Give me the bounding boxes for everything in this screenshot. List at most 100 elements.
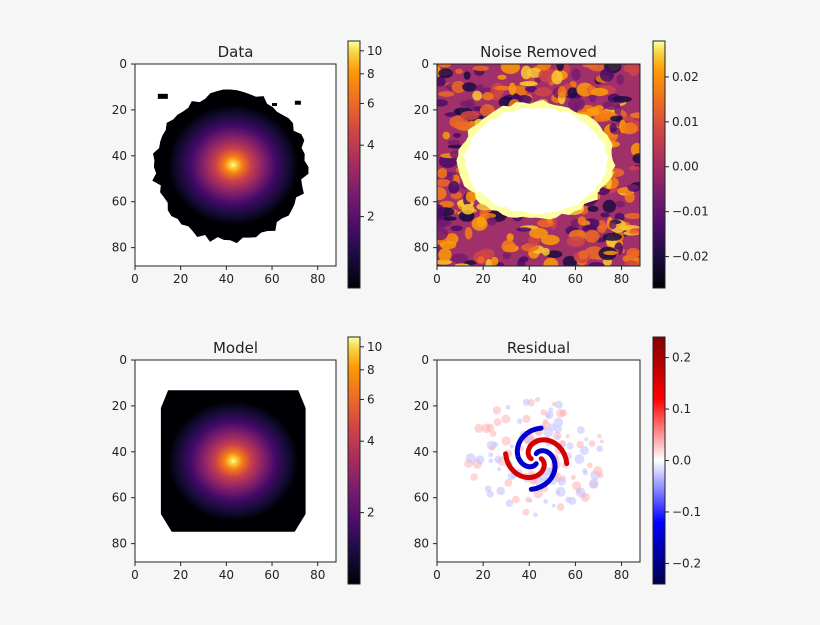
noise-speckle <box>471 217 488 231</box>
plot-frame <box>134 63 337 267</box>
panel-data: Data 0 20 40 60 80 0 20 40 60 80 2 4 6 8 10 <box>112 40 382 289</box>
noise-speckle <box>599 68 614 82</box>
x-tick-label: 40 <box>522 272 537 286</box>
residual-speckle <box>496 486 506 496</box>
x-tick-label: 0 <box>131 568 139 582</box>
noise-speckle <box>479 248 495 259</box>
y-tick-label: 0 <box>421 57 429 71</box>
noise-speckle <box>497 74 507 80</box>
noise-speckle <box>482 92 494 101</box>
residual-speckle <box>488 458 494 464</box>
residual-speckle <box>474 423 484 433</box>
residual-speckle <box>493 418 502 427</box>
noise-speckle <box>477 256 485 264</box>
noise-speckle <box>501 240 516 253</box>
noise-speckle <box>551 70 563 85</box>
noise-speckle <box>609 123 617 133</box>
noise-speckle <box>472 65 490 72</box>
residual-speckle <box>516 418 523 425</box>
noise-speckle <box>444 112 458 117</box>
noise-speckle <box>437 179 451 187</box>
noise-speckle <box>623 64 637 73</box>
x-tick-label: 60 <box>264 568 279 582</box>
noise-speckle <box>622 116 635 122</box>
residual-speckle <box>533 488 543 499</box>
colorbar <box>652 40 666 289</box>
noise-speckle <box>520 65 532 80</box>
noise-speckle <box>616 74 624 85</box>
colorbar-tick-label: 6 <box>367 392 375 406</box>
noise-speckle <box>437 259 452 265</box>
plot-frame <box>436 63 641 267</box>
noise-speckle <box>437 226 448 241</box>
noise-speckle <box>465 191 477 203</box>
noise-speckle <box>602 100 621 110</box>
y-tick-label: 40 <box>414 445 429 459</box>
residual-speckle <box>534 396 541 403</box>
heatmap-image <box>464 396 604 518</box>
noise-speckle <box>439 200 455 208</box>
noise-speckle <box>506 233 514 242</box>
y-tick-label: 40 <box>414 149 429 163</box>
x-tick-label: 60 <box>568 272 583 286</box>
residual-speckle <box>543 427 554 438</box>
residual-speckle <box>512 495 520 504</box>
residual-speckle <box>593 466 603 476</box>
y-tick-label: 20 <box>112 399 127 413</box>
noise-speckle <box>442 131 451 140</box>
noise-speckle <box>486 217 497 226</box>
residual-speckle <box>540 409 547 416</box>
x-tick-label: 60 <box>264 272 279 286</box>
residual-speckle <box>535 430 541 436</box>
residual-speckle <box>541 421 551 430</box>
x-tick-label: 20 <box>475 272 490 286</box>
noise-speckle <box>578 250 589 260</box>
residual-speckle <box>556 503 565 511</box>
y-tick-label: 60 <box>112 491 127 505</box>
residual-speckle <box>572 481 582 491</box>
noise-speckle <box>540 234 560 246</box>
noise-speckle <box>628 229 639 235</box>
noise-speckle <box>620 122 638 135</box>
noise-speckle <box>567 87 578 99</box>
residual-speckle <box>497 467 502 472</box>
residual-speckle <box>522 398 530 406</box>
residual-speckle <box>583 470 588 476</box>
residual-speckle <box>504 478 513 487</box>
noise-speckle <box>438 91 455 97</box>
residual-speckle <box>509 444 514 449</box>
residual-speckle <box>488 452 494 458</box>
colorbar <box>652 336 666 585</box>
noise-speckle <box>543 257 559 266</box>
noise-speckle <box>437 99 448 107</box>
noise-speckle <box>508 82 516 96</box>
noise-speckle <box>566 236 585 247</box>
noise-speckle <box>577 216 587 226</box>
residual-speckle <box>505 499 514 508</box>
noise-speckle <box>447 139 461 146</box>
colorbar-tick-label: 6 <box>367 96 375 110</box>
residual-speckle <box>543 499 549 504</box>
plot-frame <box>436 359 641 563</box>
colorbar-tick-label: 4 <box>367 434 375 448</box>
noise-speckle <box>556 64 565 72</box>
noise-speckle <box>437 204 445 218</box>
noise-speckle <box>537 64 551 71</box>
noise-speckle <box>445 233 457 241</box>
residual-speckle <box>584 437 589 442</box>
residual-speckle <box>576 426 585 434</box>
noise-speckle <box>437 186 447 201</box>
x-tick-label: 80 <box>310 568 325 582</box>
residual-speckle <box>533 512 538 518</box>
noise-speckle <box>626 184 639 190</box>
y-tick-label: 60 <box>414 491 429 505</box>
y-tick-label: 60 <box>112 195 127 209</box>
noise-pixel <box>210 233 214 237</box>
x-tick-label: 80 <box>310 272 325 286</box>
y-tick-label: 60 <box>414 195 429 209</box>
noise-speckle <box>516 95 532 105</box>
residual-speckle <box>579 445 589 456</box>
y-tick-label: 80 <box>414 537 429 551</box>
residual-speckle <box>494 455 502 464</box>
noise-speckle <box>632 153 640 164</box>
